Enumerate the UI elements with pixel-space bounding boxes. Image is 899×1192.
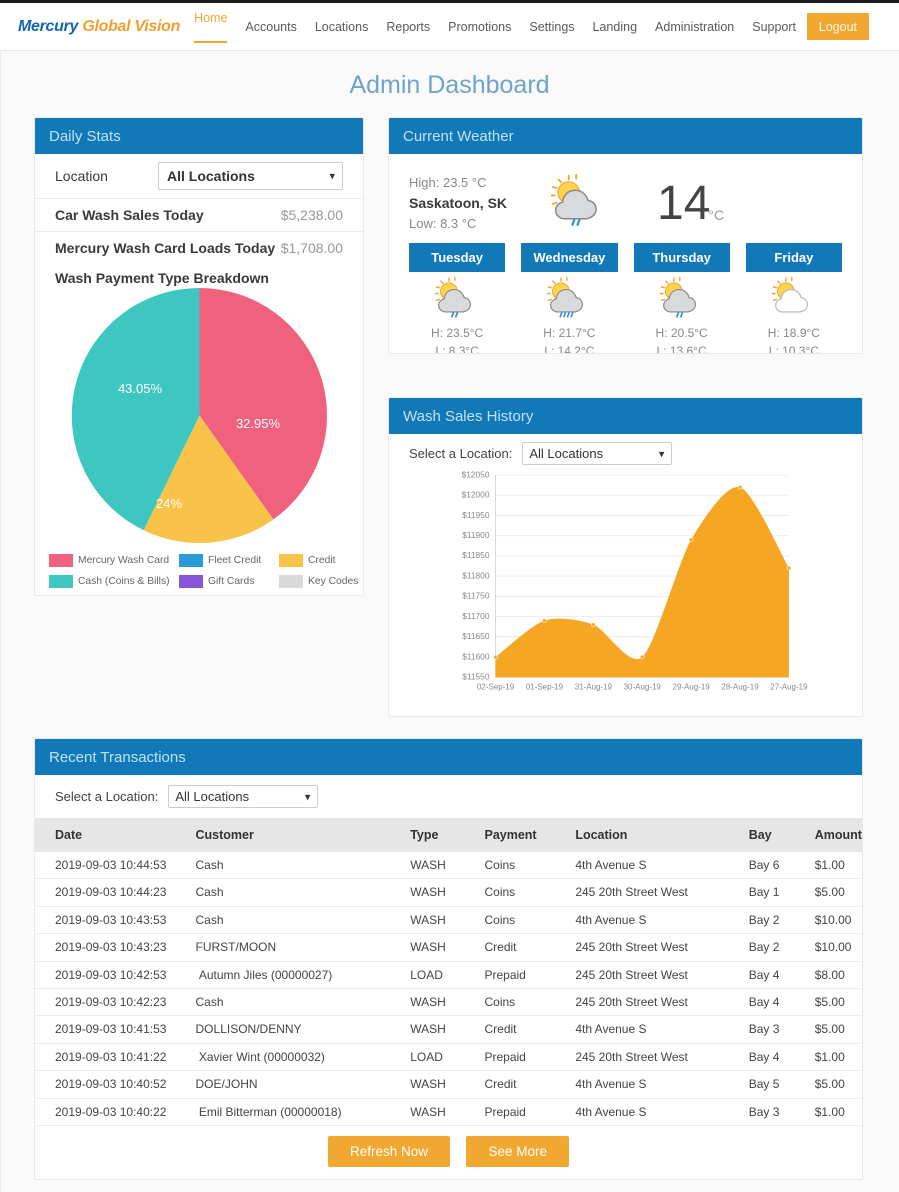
svg-text:30-Aug-19: 30-Aug-19: [624, 682, 662, 691]
svg-text:43.05%: 43.05%: [117, 381, 162, 396]
svg-text:$11750: $11750: [462, 591, 490, 601]
svg-text:27-Aug-19: 27-Aug-19: [770, 682, 808, 691]
svg-text:$12000: $12000: [462, 490, 490, 500]
svg-text:28-Aug-19: 28-Aug-19: [721, 682, 759, 691]
svg-text:32.95%: 32.95%: [235, 416, 280, 431]
svg-text:01-Sep-19: 01-Sep-19: [526, 682, 564, 691]
svg-text:$11550: $11550: [462, 672, 490, 682]
svg-text:$11900: $11900: [462, 530, 490, 540]
svg-text:29-Aug-19: 29-Aug-19: [673, 682, 711, 691]
svg-text:$11800: $11800: [462, 570, 490, 580]
svg-text:$12050: $12050: [462, 469, 490, 479]
svg-text:$11850: $11850: [462, 550, 490, 560]
svg-text:$11700: $11700: [462, 611, 490, 621]
svg-text:$11600: $11600: [462, 651, 490, 661]
svg-text:24%: 24%: [155, 496, 181, 511]
svg-text:31-Aug-19: 31-Aug-19: [575, 682, 613, 691]
svg-text:$11650: $11650: [462, 631, 490, 641]
svg-text:$11950: $11950: [462, 510, 490, 520]
svg-text:02-Sep-19: 02-Sep-19: [477, 682, 515, 691]
